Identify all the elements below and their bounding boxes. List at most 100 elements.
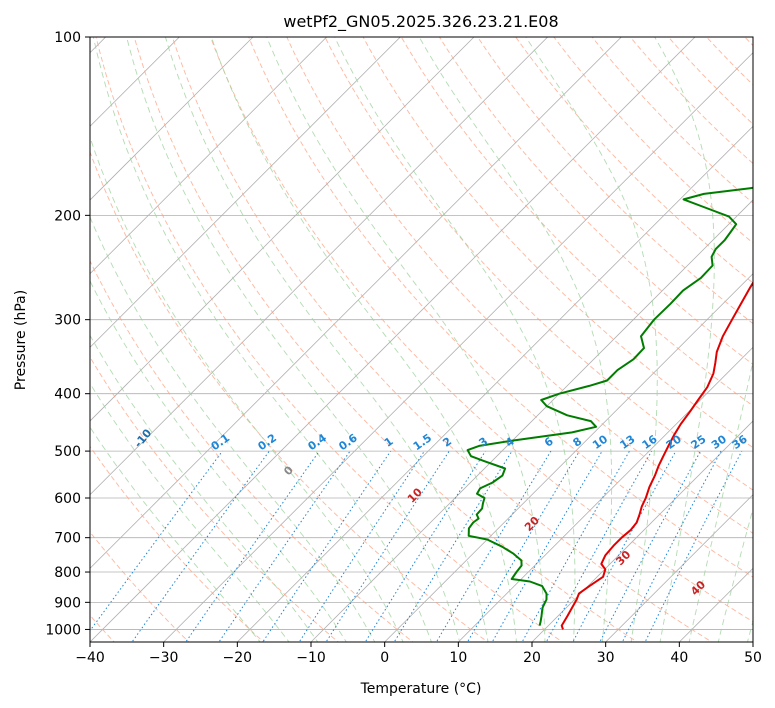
isotherm-line xyxy=(90,37,475,422)
mixing-ratio-label: 36 xyxy=(730,432,750,452)
moist-adiabat-line xyxy=(90,426,261,642)
mixing-ratio-line xyxy=(131,450,270,642)
moist-adiabat-label: 30 xyxy=(613,548,633,568)
isotherm-line xyxy=(752,641,753,642)
dry-adiabat-line xyxy=(248,37,753,578)
mixing-ratio-line xyxy=(218,450,351,642)
isotherm-line xyxy=(237,125,753,642)
mixing-ratio-line xyxy=(599,450,701,642)
isotherm-line xyxy=(90,37,622,569)
x-tick-label: 20 xyxy=(523,650,541,666)
y-tick-label: 300 xyxy=(54,313,81,329)
dry-adiabat-line xyxy=(591,37,753,204)
dry-adiabat-line xyxy=(210,37,753,623)
y-tick-label: 400 xyxy=(54,387,81,403)
mixing-ratio-line xyxy=(298,450,425,642)
dry-adiabat-line xyxy=(90,259,414,642)
dry-adiabat-line xyxy=(515,37,753,284)
x-axis-label: Temperature (°C) xyxy=(360,681,482,697)
dry-adiabat-line xyxy=(770,24,775,645)
moist-adiabat-line xyxy=(90,279,347,642)
dry-adiabat-line xyxy=(95,37,564,642)
x-tick-label: 0 xyxy=(380,650,389,666)
dry-adiabat-line xyxy=(90,150,489,642)
y-tick-label: 600 xyxy=(54,491,81,507)
x-tick-label: 10 xyxy=(449,650,467,666)
grid-layer xyxy=(90,24,775,645)
dry-adiabat-line xyxy=(171,37,713,642)
mixing-ratio-line xyxy=(572,450,677,642)
x-tick-label: −10 xyxy=(296,650,326,666)
mixing-ratio-line xyxy=(90,450,223,632)
isotherm-line xyxy=(90,37,549,496)
moist-adiabat-line xyxy=(90,334,319,642)
moist-adiabat-line xyxy=(90,382,290,642)
dry-adiabat-line xyxy=(286,37,753,534)
mixing-ratio-label: 10 xyxy=(590,432,610,452)
y-tick-label: 800 xyxy=(54,565,81,581)
moist-adiabat-label: 40 xyxy=(688,578,708,598)
isotherm-line xyxy=(310,199,753,642)
plot-frame xyxy=(89,36,754,643)
dry-adiabat-line xyxy=(90,356,339,642)
moist-adiabat-line xyxy=(747,619,753,642)
y-axis-label: Pressure (hPa) xyxy=(13,290,29,390)
mixing-ratio-line xyxy=(185,450,320,642)
line-label-layer: 0.10.20.40.611.52346810131620253036-100-… xyxy=(132,426,750,598)
y-tick-label: 1000 xyxy=(45,622,81,638)
mixing-ratio-label: 0.6 xyxy=(336,431,360,453)
dry-adiabat-line xyxy=(90,531,190,642)
mixing-ratio-line xyxy=(393,450,513,642)
mixing-ratio-line xyxy=(364,450,486,642)
isotherm-line xyxy=(605,494,753,642)
isotherm-line xyxy=(90,37,401,348)
moist-adiabat-label: 10 xyxy=(405,485,425,505)
mixing-ratio-line xyxy=(621,450,722,642)
chart-title: wetPf2_GN05.2025.326.23.21.E08 xyxy=(283,12,558,32)
mixing-ratio-label: 0.4 xyxy=(306,431,330,453)
dry-adiabat-line xyxy=(362,37,753,449)
dry-adiabat-line xyxy=(667,37,753,125)
y-tick-label: 900 xyxy=(54,595,81,611)
moist-adiabat-line xyxy=(717,506,753,642)
dewpoint-profile xyxy=(466,186,753,626)
x-tick-label: −30 xyxy=(149,650,179,666)
mixing-ratio-line xyxy=(262,450,392,642)
mixing-ratio-label: 1 xyxy=(382,435,396,450)
temperature-profile xyxy=(560,280,753,630)
mixing-ratio-label: 25 xyxy=(689,433,709,452)
isotherm-line xyxy=(163,52,753,642)
dry-adiabat-line xyxy=(744,37,753,47)
mixing-ratio-label: 0.1 xyxy=(209,431,232,453)
moist-adiabat-line xyxy=(334,37,576,642)
moist-adiabat-line xyxy=(654,37,715,642)
moist-adiabat-line xyxy=(92,37,432,642)
x-tick-label: 50 xyxy=(744,650,762,666)
moist-adiabat-line xyxy=(90,135,404,642)
moist-adiabat-line xyxy=(525,37,658,642)
isotherm-line xyxy=(90,37,254,201)
dry-adiabat-label: -10 xyxy=(132,426,155,450)
mixing-ratio-line xyxy=(325,450,450,642)
moist-adiabat-line xyxy=(126,37,461,642)
moist-adiabat-line xyxy=(164,37,489,642)
y-tick-label: 700 xyxy=(54,531,81,547)
mixing-ratio-label: 0.2 xyxy=(256,431,279,453)
isotherm-line xyxy=(531,420,753,642)
mixing-ratio-line xyxy=(466,450,580,642)
x-tick-label: −40 xyxy=(75,650,105,666)
x-tick-label: −20 xyxy=(223,650,253,666)
dry-adiabat-line xyxy=(438,37,753,365)
moist-adiabat-line xyxy=(210,37,517,642)
axis-layer: −40 −30 −20 −10 0 10 20 30 40 5010020030040050060… xyxy=(45,30,762,666)
mixing-ratio-label: 6 xyxy=(542,435,556,450)
mixing-ratio-label: 1.5 xyxy=(411,431,434,453)
isotherm-line xyxy=(384,273,753,642)
mixing-ratio-line xyxy=(644,450,743,642)
dry-adiabat-line xyxy=(324,37,753,491)
y-tick-label: 100 xyxy=(54,30,81,46)
moist-adiabat-line xyxy=(90,216,376,642)
y-tick-label: 500 xyxy=(54,444,81,460)
mixing-ratio-label: 3 xyxy=(477,435,491,450)
